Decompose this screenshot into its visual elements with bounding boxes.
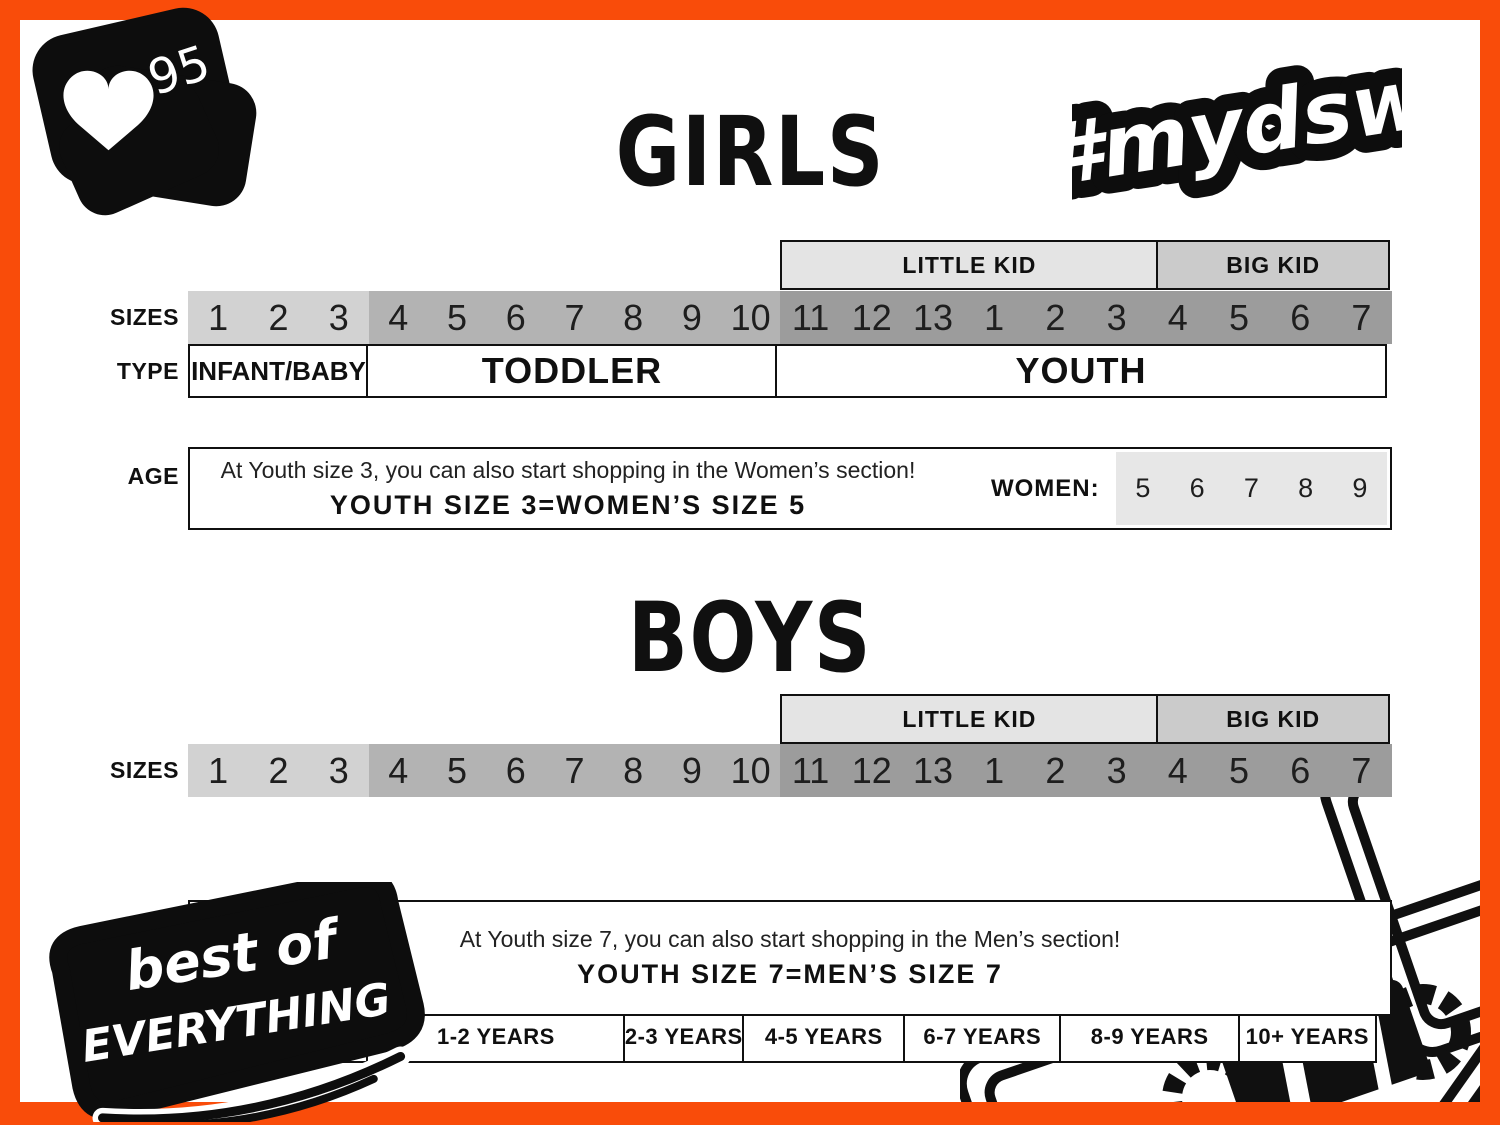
girls-note-row: At Youth size 3, you can also start shop… — [20, 447, 1392, 530]
size-number: 3 — [328, 296, 349, 338]
size-number: 1 — [208, 749, 229, 791]
women-size-number: 9 — [1352, 473, 1368, 503]
type-cell: INFANT/BABY — [188, 344, 369, 398]
size-number: 12 — [851, 296, 892, 338]
likes-badge-sticker: 95 — [32, 7, 257, 216]
best-of-everything-sticker: best of EVERYTHING — [49, 882, 425, 1122]
women-size-number: 7 — [1243, 473, 1259, 503]
size-number: 3 — [328, 749, 349, 791]
size-number: 13 — [912, 749, 954, 791]
size-number: 9 — [681, 749, 702, 791]
size-number: 2 — [1045, 296, 1066, 338]
girls-big-kid-header: BIG KID — [1156, 240, 1390, 290]
size-number: 11 — [791, 296, 830, 338]
size-number: 8 — [623, 296, 644, 338]
heart-icon — [63, 70, 154, 151]
size-number: 8 — [623, 749, 644, 791]
size-number: 7 — [564, 296, 585, 338]
size-number: 5 — [1228, 296, 1250, 338]
size-number: 4 — [1167, 749, 1188, 791]
age-cell: 4-5 YEARS — [742, 1010, 906, 1063]
girls-youth-sizes: 11 12 13 1 2 3 4 5 6 7 — [779, 291, 1392, 344]
girls-note-box: At Youth size 3, you can also start shop… — [188, 447, 1392, 530]
girls-type-row: TYPE INFANT/BABY TODDLER YOUTH — [20, 344, 1392, 398]
size-number: 13 — [912, 296, 954, 338]
size-number: 1 — [984, 296, 1005, 338]
size-number: 4 — [1167, 296, 1188, 338]
size-number: 10 — [730, 296, 771, 338]
size-number: 6 — [505, 296, 526, 338]
type-cell: TODDLER — [366, 344, 778, 398]
age-cell: 10+ YEARS — [1237, 1010, 1377, 1063]
boys-little-kid-header: LITTLE KID — [780, 694, 1159, 744]
women-size-number: 8 — [1298, 473, 1314, 503]
size-number: 7 — [564, 749, 585, 791]
girls-toddler-sizes: 4 5 6 7 8 9 10 — [368, 291, 780, 344]
women-sizes-label: WOMEN: — [990, 474, 1100, 502]
age-cell: 8-9 YEARS — [1059, 1010, 1241, 1063]
girls-little-kid-header: LITTLE KID — [780, 240, 1159, 290]
size-number: 5 — [447, 749, 468, 791]
size-number: 2 — [268, 749, 289, 791]
boys-youth-sizes: 11 12 13 1 2 3 4 5 6 7 — [779, 744, 1392, 797]
boys-big-kid-header: BIG KID — [1156, 694, 1390, 744]
size-number: 4 — [388, 749, 409, 791]
size-number: 1 — [208, 296, 229, 338]
size-number: 1 — [984, 749, 1005, 791]
size-number: 10 — [730, 749, 771, 791]
size-number: 6 — [1290, 749, 1311, 791]
age-cell: 6-7 YEARS — [902, 1010, 1062, 1063]
size-number: 6 — [505, 749, 526, 791]
girls-note-line1: At Youth size 3, you can also start shop… — [220, 456, 916, 483]
boys-toddler-sizes: 4 5 6 7 8 9 10 — [368, 744, 780, 797]
age-cell: 2-3 YEARS — [622, 1010, 745, 1063]
women-size-number: 6 — [1189, 473, 1205, 503]
girls-age-row-label: AGE — [127, 463, 179, 489]
hashtag-text: #mydsw — [1072, 48, 1402, 206]
girls-title: GIRLS — [615, 96, 885, 208]
boys-note-line1: At Youth size 7, you can also start shop… — [459, 926, 1121, 952]
size-number: 2 — [1045, 749, 1066, 791]
women-size-number: 5 — [1135, 473, 1151, 503]
boys-kid-header-row: LITTLE KID BIG KID — [20, 694, 1392, 744]
girls-type-row-label: TYPE — [116, 357, 179, 384]
girls-note-line2: YOUTH SIZE 3=WOMEN’S SIZE 5 — [329, 489, 807, 520]
size-number: 9 — [681, 296, 702, 338]
size-number: 5 — [1228, 749, 1250, 791]
women-sizes-block: 5 6 7 8 9 — [1115, 452, 1387, 525]
size-number: 7 — [1351, 296, 1372, 338]
girls-kid-header-row: LITTLE KID BIG KID — [20, 240, 1392, 290]
type-cell: YOUTH — [774, 344, 1387, 398]
size-number: 4 — [388, 296, 409, 338]
size-number: 6 — [1290, 296, 1311, 338]
size-number: 3 — [1106, 296, 1127, 338]
boys-note-line2: YOUTH SIZE 7=MEN’S SIZE 7 — [577, 959, 1003, 989]
boys-title: BOYS — [627, 582, 873, 694]
boys-sizes-row-label: SIZES — [110, 757, 179, 783]
size-number: 5 — [447, 296, 468, 338]
size-number: 3 — [1106, 749, 1127, 791]
size-number: 2 — [268, 296, 289, 338]
girls-note-text: At Youth size 3, you can also start shop… — [190, 457, 946, 521]
hashtag-mydsw-sticker: #mydsw #mydsw — [1072, 31, 1402, 223]
size-number: 7 — [1351, 749, 1372, 791]
size-number: 12 — [851, 749, 892, 791]
girls-sizes-row-label: SIZES — [110, 304, 179, 330]
size-number: 11 — [791, 749, 830, 791]
boys-note-text: At Youth size 7, you can also start shop… — [190, 926, 1390, 990]
